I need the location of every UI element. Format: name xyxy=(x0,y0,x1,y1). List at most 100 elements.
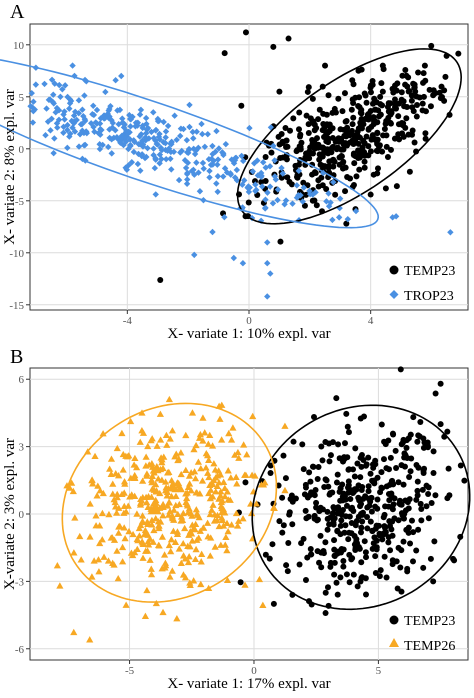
data-point-temp23 xyxy=(371,118,378,125)
data-point-temp23 xyxy=(367,89,374,96)
data-point-temp26 xyxy=(185,472,194,479)
data-point-temp26 xyxy=(186,480,194,487)
data-point-trop23 xyxy=(108,150,115,157)
data-point-temp26 xyxy=(134,536,142,544)
data-point-temp23 xyxy=(331,505,338,512)
data-point-trop23 xyxy=(240,157,247,165)
data-point-temp23 xyxy=(270,43,277,50)
data-point-temp26 xyxy=(199,414,207,421)
data-point-trop23 xyxy=(160,118,167,126)
data-point-temp26 xyxy=(155,524,163,532)
data-point-temp26 xyxy=(195,534,203,541)
data-point-temp23 xyxy=(379,88,386,95)
data-point-temp26 xyxy=(195,434,204,441)
data-point-temp23 xyxy=(374,170,381,177)
data-point-temp26 xyxy=(212,488,220,495)
data-point-temp26 xyxy=(221,492,229,500)
data-point-temp26 xyxy=(118,490,126,498)
data-point-trop23 xyxy=(186,146,193,153)
data-point-temp26 xyxy=(200,524,208,531)
data-point-temp23 xyxy=(404,104,411,111)
y-tick-label: 10 xyxy=(13,40,25,52)
data-point-temp26 xyxy=(165,468,173,475)
data-point-temp26 xyxy=(104,557,113,564)
data-point-temp26 xyxy=(175,545,183,552)
data-point-temp26 xyxy=(139,477,147,484)
data-point-temp23 xyxy=(363,554,370,561)
data-point-temp26 xyxy=(136,499,145,506)
data-point-trop23 xyxy=(271,157,278,164)
data-point-trop23 xyxy=(264,293,271,300)
data-point-temp23 xyxy=(408,455,415,462)
data-point-temp26 xyxy=(88,573,96,580)
data-point-trop23 xyxy=(214,161,221,168)
data-point-temp26 xyxy=(232,473,240,480)
panel-b: B -5 0 5 -6 -3 0 3 6 X- variate 1: 17% expl. va… xyxy=(2,346,471,692)
data-point-trop23 xyxy=(167,140,174,147)
data-point-trop23 xyxy=(56,81,63,89)
data-point-temp26 xyxy=(206,481,214,489)
points-a xyxy=(27,29,462,300)
data-point-trop23 xyxy=(293,182,301,189)
data-point-temp26 xyxy=(179,539,187,547)
data-point-temp23 xyxy=(334,527,341,534)
data-point-temp23 xyxy=(320,548,327,555)
data-point-temp23 xyxy=(348,520,355,527)
y-tick-label: 0 xyxy=(19,144,25,156)
data-point-temp23 xyxy=(302,577,309,584)
data-point-trop23 xyxy=(274,196,281,204)
data-point-temp26 xyxy=(185,553,193,560)
data-point-trop23 xyxy=(120,141,127,149)
data-point-temp26 xyxy=(139,554,147,561)
data-point-temp26 xyxy=(178,516,187,524)
data-point-temp26 xyxy=(209,493,217,500)
data-point-trop23 xyxy=(90,102,97,109)
data-point-temp23 xyxy=(419,486,426,493)
data-point-temp23 xyxy=(414,438,421,445)
data-point-temp26 xyxy=(131,474,139,481)
data-point-temp23 xyxy=(431,538,438,545)
data-point-temp23 xyxy=(354,583,361,590)
data-point-temp23 xyxy=(374,496,381,503)
panel-a: A -4 0 4 -15 -10 -5 0 5 10 X- variate 1: 10% exp… xyxy=(0,1,469,342)
data-point-trop23 xyxy=(190,135,197,142)
data-point-temp23 xyxy=(339,165,346,172)
data-point-temp23 xyxy=(358,524,365,531)
data-point-temp23 xyxy=(442,73,449,80)
data-point-temp26 xyxy=(156,410,164,417)
data-point-trop23 xyxy=(389,214,396,221)
data-point-temp23 xyxy=(356,154,363,161)
data-point-temp26 xyxy=(109,559,117,566)
data-point-temp26 xyxy=(158,565,166,572)
data-point-trop23 xyxy=(214,173,222,180)
data-point-temp23 xyxy=(353,173,360,180)
data-point-temp23 xyxy=(428,500,435,507)
data-point-temp26 xyxy=(113,444,121,452)
data-point-temp26 xyxy=(183,489,191,496)
y-tick-label: 6 xyxy=(19,374,25,386)
data-point-trop23 xyxy=(282,197,290,204)
data-point-temp26 xyxy=(205,456,213,463)
data-point-trop23 xyxy=(182,164,190,172)
data-point-trop23 xyxy=(29,119,37,126)
data-point-temp26 xyxy=(160,551,169,558)
data-point-temp26 xyxy=(218,508,226,516)
data-point-temp23 xyxy=(297,131,304,138)
data-point-temp23 xyxy=(345,429,352,436)
data-point-trop23 xyxy=(118,72,125,80)
data-point-trop23 xyxy=(306,190,314,198)
data-point-trop23 xyxy=(168,166,175,173)
data-point-temp23 xyxy=(361,538,368,545)
data-point-temp26 xyxy=(232,509,241,517)
data-point-temp26 xyxy=(167,547,175,555)
data-point-temp26 xyxy=(143,586,151,594)
data-point-temp26 xyxy=(142,453,150,460)
data-point-temp23 xyxy=(350,507,357,514)
data-point-temp23 xyxy=(411,139,418,146)
data-point-temp26 xyxy=(158,456,166,463)
data-point-temp26 xyxy=(153,442,161,449)
data-point-temp23 xyxy=(361,158,368,165)
data-point-temp23 xyxy=(406,168,413,175)
data-point-trop23 xyxy=(181,157,189,164)
x-tick-label: 0 xyxy=(246,315,252,327)
